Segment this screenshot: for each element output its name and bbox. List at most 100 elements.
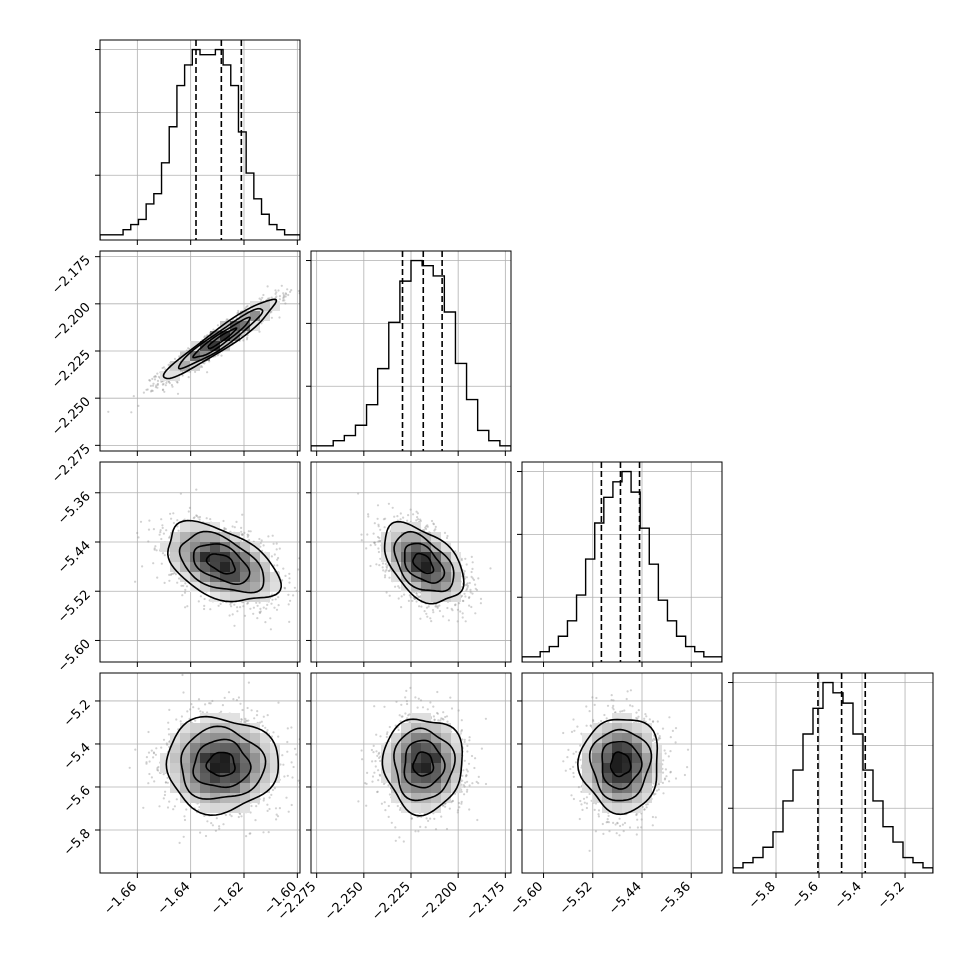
scatter-point: [399, 518, 402, 521]
scatter-point: [426, 615, 429, 618]
scatter-point: [460, 559, 463, 562]
scatter-point: [203, 362, 206, 365]
scatter-point: [160, 380, 163, 383]
scatter-point: [445, 536, 449, 540]
scatter-point: [260, 539, 263, 542]
scatter-point: [258, 330, 261, 333]
scatter-point: [423, 610, 426, 613]
scatter-point: [464, 620, 467, 623]
scatter-point: [177, 529, 180, 532]
scatter-point: [415, 600, 418, 603]
scatter-point: [184, 582, 187, 585]
scatter-point: [278, 547, 281, 550]
scatter-point: [246, 602, 249, 605]
scatter-point: [170, 572, 173, 576]
scatter-point: [151, 389, 154, 392]
scatter-point: [236, 610, 239, 613]
density-cell: [190, 532, 200, 542]
scatter-point: [246, 304, 249, 308]
scatter-point: [385, 591, 388, 594]
scatter-point: [434, 605, 437, 608]
density-cell: [160, 371, 170, 381]
scatter-point: [469, 591, 472, 594]
scatter-point: [155, 549, 158, 552]
density-cell: [230, 321, 240, 331]
scatter-point: [154, 545, 157, 548]
scatter-point: [409, 508, 412, 511]
scatter-point: [454, 604, 457, 607]
scatter-point: [275, 295, 278, 298]
scatter-point: [393, 515, 396, 518]
scatter-point: [451, 609, 454, 612]
scatter-point: [383, 576, 387, 579]
scatter-point: [275, 608, 279, 611]
density-cell: [180, 532, 190, 542]
scatter-point: [172, 512, 175, 515]
scatter-point: [130, 411, 133, 414]
scatter-point: [372, 532, 375, 535]
scatter-point: [377, 547, 380, 550]
scatter-point: [226, 318, 229, 321]
scatter-point: [286, 288, 289, 291]
scatter-point: [156, 382, 159, 385]
scatter-point: [379, 528, 382, 531]
scatter-point: [258, 611, 261, 614]
density-cell: [200, 572, 210, 582]
scatter-point: [222, 519, 225, 523]
scatter-point: [413, 597, 416, 601]
scatter-point: [266, 285, 269, 288]
scatter-point: [229, 603, 232, 606]
scatter-point: [163, 554, 166, 557]
scatter-point: [246, 336, 249, 339]
scatter-point: [262, 544, 265, 547]
scatter-point: [432, 522, 435, 525]
scatter-point: [384, 570, 387, 573]
density-cell: [160, 542, 170, 552]
scatter-point: [415, 592, 418, 595]
scatter-point: [377, 525, 380, 528]
density-cell: [240, 572, 250, 582]
scatter-point: [154, 375, 157, 378]
density-cell: [230, 572, 240, 582]
scatter-point: [236, 312, 239, 315]
density-cell: [200, 532, 210, 542]
scatter-point: [188, 506, 191, 509]
scatter-point: [304, 282, 306, 284]
density-cell: [220, 331, 230, 341]
density-cell: [180, 351, 190, 361]
scatter-point: [237, 309, 240, 313]
scatter-point: [288, 620, 291, 624]
density-cell: [230, 552, 240, 562]
scatter-point: [160, 562, 163, 565]
scatter-point: [379, 557, 382, 560]
scatter-point: [236, 606, 239, 609]
scatter-point: [151, 377, 154, 380]
scatter-point: [442, 615, 445, 618]
scatter-point: [176, 380, 179, 384]
density-cell: [250, 572, 260, 582]
scatter-point: [270, 602, 273, 605]
scatter-point: [273, 606, 276, 609]
scatter-point: [385, 566, 388, 569]
density-cell: [220, 542, 230, 552]
scatter-point: [258, 297, 261, 300]
scatter-point: [197, 516, 200, 519]
scatter-point: [416, 512, 419, 515]
scatter-point: [436, 605, 439, 608]
scatter-point: [396, 515, 399, 518]
density-cell: [250, 552, 260, 562]
scatter-point: [276, 558, 279, 561]
scatter-point: [178, 577, 181, 580]
density-cell: [170, 562, 180, 572]
scatter-point: [432, 611, 435, 614]
scatter-point: [419, 617, 422, 620]
scatter-point: [242, 605, 245, 608]
scatter-point: [302, 284, 304, 286]
scatter-point: [376, 504, 380, 507]
scatter-point: [383, 526, 386, 529]
density-cell: [240, 552, 250, 562]
scatter-point: [278, 298, 281, 301]
density-cell: [170, 542, 180, 552]
scatter-point: [239, 539, 242, 542]
density-cell: [260, 562, 270, 572]
